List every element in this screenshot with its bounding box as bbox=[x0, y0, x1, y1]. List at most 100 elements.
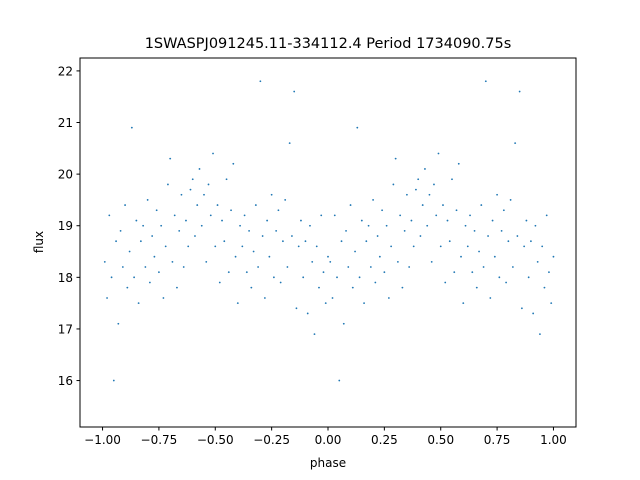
data-point bbox=[198, 168, 201, 170]
x-tick-label: 0.50 bbox=[427, 433, 454, 447]
data-point bbox=[460, 255, 462, 258]
x-tick-label: −0.50 bbox=[197, 433, 234, 447]
data-point bbox=[412, 245, 415, 248]
data-point bbox=[509, 199, 512, 201]
data-point bbox=[196, 204, 199, 206]
y-tick-label: 20 bbox=[58, 168, 73, 182]
data-point bbox=[252, 250, 255, 253]
data-point bbox=[218, 281, 221, 284]
data-point bbox=[171, 260, 174, 263]
data-point bbox=[473, 229, 476, 232]
data-point bbox=[437, 152, 440, 155]
data-point bbox=[507, 240, 510, 243]
data-point bbox=[392, 183, 395, 186]
data-point bbox=[410, 219, 413, 222]
data-point bbox=[148, 281, 151, 284]
data-point bbox=[484, 80, 487, 83]
data-point bbox=[516, 235, 519, 237]
data-point bbox=[203, 193, 205, 196]
data-point bbox=[234, 255, 237, 258]
data-point bbox=[250, 286, 253, 289]
data-point bbox=[406, 193, 408, 196]
data-point bbox=[534, 224, 537, 227]
data-point bbox=[155, 209, 158, 212]
data-point bbox=[399, 214, 402, 217]
y-axis-label: flux bbox=[32, 231, 46, 253]
data-point bbox=[394, 157, 397, 160]
x-tick-label: 0.75 bbox=[484, 433, 511, 447]
data-point bbox=[360, 219, 363, 222]
data-point bbox=[164, 245, 167, 248]
data-point bbox=[185, 219, 187, 222]
data-point bbox=[426, 224, 429, 227]
data-point bbox=[106, 297, 108, 299]
data-point bbox=[349, 204, 352, 206]
x-tick-label: 1.00 bbox=[540, 433, 567, 447]
x-tick-label: −0.25 bbox=[253, 433, 290, 447]
data-point bbox=[342, 322, 345, 325]
data-point bbox=[518, 90, 521, 93]
data-point bbox=[439, 245, 442, 248]
y-tick-label: 22 bbox=[58, 64, 73, 78]
data-point bbox=[212, 152, 214, 155]
data-point bbox=[187, 245, 190, 248]
data-point bbox=[469, 214, 471, 217]
data-point bbox=[511, 266, 514, 268]
data-point bbox=[354, 250, 356, 253]
data-point bbox=[514, 142, 517, 145]
data-point bbox=[315, 245, 318, 248]
data-point bbox=[541, 245, 544, 248]
data-point bbox=[309, 224, 311, 227]
data-point bbox=[415, 188, 417, 191]
data-point bbox=[545, 214, 548, 217]
data-point bbox=[482, 266, 485, 268]
data-point bbox=[259, 80, 262, 83]
data-point bbox=[284, 199, 287, 201]
data-point bbox=[451, 178, 453, 181]
data-point bbox=[457, 162, 460, 165]
data-point bbox=[548, 271, 550, 274]
data-point bbox=[239, 224, 241, 227]
data-point bbox=[119, 229, 122, 232]
chart-title: 1SWASPJ091245.11-334112.4 Period 1734090… bbox=[145, 36, 512, 52]
data-point bbox=[340, 240, 343, 243]
data-point bbox=[424, 168, 426, 170]
data-point bbox=[448, 240, 451, 243]
data-point bbox=[189, 188, 192, 191]
data-point bbox=[182, 266, 185, 268]
data-point bbox=[433, 183, 435, 186]
data-point bbox=[489, 297, 492, 299]
data-point bbox=[261, 235, 264, 237]
data-point bbox=[112, 379, 115, 382]
data-point bbox=[336, 276, 338, 279]
data-point bbox=[236, 302, 239, 305]
data-point bbox=[169, 157, 172, 160]
scatter-points bbox=[103, 80, 555, 382]
data-point bbox=[478, 250, 480, 253]
data-point bbox=[135, 219, 138, 222]
data-point bbox=[376, 235, 379, 237]
data-point bbox=[462, 302, 465, 305]
data-point bbox=[302, 276, 305, 279]
x-axis-label: phase bbox=[310, 456, 346, 470]
data-point bbox=[455, 209, 458, 212]
data-point bbox=[430, 260, 433, 263]
data-point bbox=[471, 271, 474, 274]
data-point bbox=[139, 240, 142, 243]
data-point bbox=[144, 266, 147, 268]
data-point bbox=[385, 224, 388, 227]
data-point bbox=[539, 333, 541, 336]
data-point bbox=[223, 240, 226, 243]
data-point bbox=[493, 255, 496, 258]
data-point bbox=[536, 260, 539, 263]
data-point bbox=[552, 255, 555, 258]
data-point bbox=[367, 224, 370, 227]
data-point bbox=[115, 240, 117, 243]
data-point bbox=[304, 240, 307, 243]
data-point bbox=[151, 235, 154, 237]
data-point bbox=[270, 193, 273, 196]
data-point bbox=[191, 178, 194, 181]
data-point bbox=[227, 271, 230, 274]
data-point bbox=[444, 281, 447, 284]
